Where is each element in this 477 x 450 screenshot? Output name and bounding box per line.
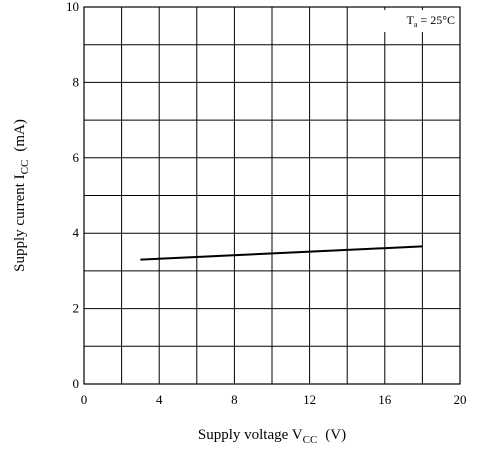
annotation-background	[382, 10, 457, 32]
grid-lines	[84, 7, 460, 384]
y-tick-label: 8	[73, 74, 80, 89]
x-tick-label: 16	[378, 392, 392, 407]
x-tick-label: 12	[303, 392, 316, 407]
y-tick-label: 6	[73, 150, 80, 165]
y-tick-label: 0	[73, 376, 80, 391]
series	[140, 245, 423, 261]
series-line	[140, 245, 423, 261]
y-axis-label: Supply current ICC(mA)	[12, 119, 31, 272]
x-tick-label: 8	[231, 392, 238, 407]
annotation-box: Ta = 25°C	[382, 10, 457, 32]
plot-frame	[83, 6, 461, 385]
x-tick-label: 20	[454, 392, 467, 407]
annotation-text: Ta = 25°C	[407, 13, 455, 29]
x-axis-label: Supply voltage VCC (V)	[198, 427, 346, 446]
x-tick-label: 4	[156, 392, 163, 407]
y-tick-label: 10	[66, 0, 79, 14]
y-tick-label: 4	[73, 225, 80, 240]
tick-labels: 0 4 8 12 16 20 0 2 4 6 8 10	[66, 0, 467, 407]
y-tick-label: 2	[73, 301, 80, 316]
x-tick-label: 0	[81, 392, 88, 407]
